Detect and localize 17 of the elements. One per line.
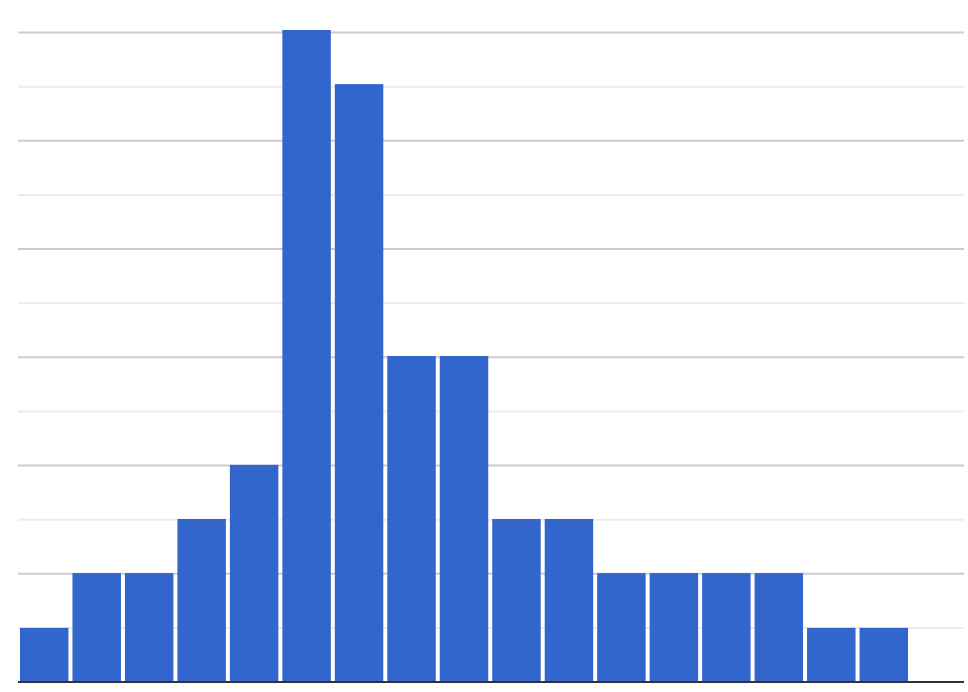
bar (124, 573, 174, 682)
bar (597, 573, 646, 682)
bar (859, 627, 908, 682)
bar (72, 573, 121, 682)
bar (492, 519, 541, 682)
bar (544, 519, 594, 682)
bar (20, 627, 69, 682)
bar (334, 84, 384, 682)
bar (649, 573, 699, 682)
bar (282, 30, 331, 682)
bar (387, 356, 436, 682)
bar (702, 573, 751, 682)
bar (177, 519, 226, 682)
bar (807, 627, 856, 682)
bar (754, 573, 804, 682)
bar (439, 356, 489, 682)
bar (229, 464, 279, 682)
